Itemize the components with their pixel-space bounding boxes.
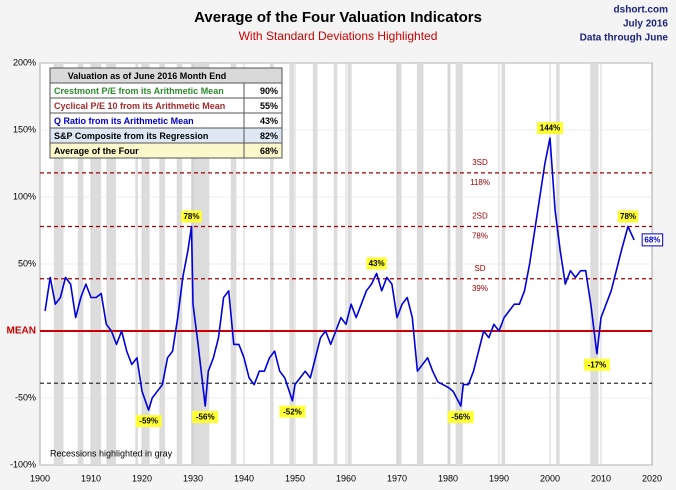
- table-row-value: 55%: [260, 101, 278, 111]
- annotation-box: [537, 122, 563, 135]
- series-line: [44, 137, 635, 411]
- annotation-box: [583, 358, 610, 371]
- data-note: Data through June: [580, 33, 669, 44]
- chart-subtitle: With Standard Deviations Highlighted: [239, 29, 438, 43]
- sd-label: SD: [474, 264, 485, 273]
- x-tick-label: 1980: [438, 473, 458, 483]
- x-tick-label: 1930: [183, 473, 203, 483]
- y-tick-label: MEAN: [7, 326, 36, 337]
- x-tick-label: 2010: [591, 473, 611, 483]
- x-tick-label: 2000: [540, 473, 560, 483]
- annotation-label: -17%: [588, 360, 607, 369]
- annotation-label: -59%: [139, 417, 158, 426]
- x-tick-label: 1900: [30, 473, 50, 483]
- table-row-name: Average of the Four: [54, 146, 139, 156]
- table-row-name: S&P Composite from its Regression: [54, 131, 208, 141]
- y-tick-label: -100%: [10, 459, 36, 469]
- x-tick-label: 1970: [387, 473, 407, 483]
- annotation-label: -56%: [451, 413, 470, 422]
- sd-value-label: 78%: [472, 232, 488, 241]
- annotation-box: [192, 411, 219, 424]
- annotation-box: [366, 257, 387, 270]
- annotation-label: 144%: [540, 124, 560, 133]
- note: Recessions highlighted in gray: [50, 448, 173, 458]
- sd-value-label: 39%: [472, 284, 488, 293]
- annotation-box: [447, 411, 474, 424]
- table-row-name: Q Ratio from its Arithmetic Mean: [54, 116, 194, 126]
- x-tick-label: 1910: [81, 473, 101, 483]
- annotation-box: [617, 210, 639, 223]
- table-row-name: Crestmont P/E from its Arithmetic Mean: [54, 86, 224, 96]
- annotation-box: [135, 415, 162, 428]
- x-tick-label: 1940: [234, 473, 254, 483]
- y-tick-label: -50%: [15, 392, 36, 402]
- table-row-value: 82%: [260, 131, 278, 141]
- annotation-box: [641, 233, 664, 247]
- x-tick-label: 1950: [285, 473, 305, 483]
- annotation-label: 78%: [620, 212, 636, 221]
- source: dshort.com: [614, 5, 669, 16]
- sd-label: 2SD: [472, 212, 488, 221]
- sd-value-label: 118%: [470, 178, 490, 187]
- x-tick-label: 1990: [489, 473, 509, 483]
- sd-label: 3SD: [472, 158, 488, 167]
- x-tick-label: 1920: [132, 473, 152, 483]
- annotation-box: [181, 210, 202, 223]
- annotation-label: -52%: [283, 407, 302, 416]
- annotation-label: 43%: [369, 259, 385, 268]
- y-tick-label: 150%: [13, 124, 36, 134]
- annotation-label: 78%: [183, 212, 199, 221]
- table-row-value: 90%: [260, 86, 278, 96]
- date: July 2016: [623, 19, 668, 30]
- table-row-bg: [49, 142, 283, 159]
- x-tick-label: 1960: [336, 473, 356, 483]
- chart-title: Average of the Four Valuation Indicators: [194, 9, 482, 26]
- annotation-box: [279, 405, 306, 418]
- table-header: Valuation as of June 2016 Month End: [68, 71, 227, 81]
- table-row-name: Cyclical P/E 10 from its Arithmetic Mean: [54, 101, 225, 111]
- annotation-label: 68%: [644, 235, 660, 244]
- table-row-value: 43%: [260, 116, 278, 126]
- y-tick-label: 100%: [13, 191, 36, 201]
- y-tick-label: 200%: [13, 57, 36, 67]
- table-row-value: 68%: [260, 146, 278, 156]
- annotation-label: -56%: [196, 413, 215, 422]
- y-tick-label: 50%: [18, 258, 36, 268]
- x-tick-label: 2020: [642, 473, 662, 483]
